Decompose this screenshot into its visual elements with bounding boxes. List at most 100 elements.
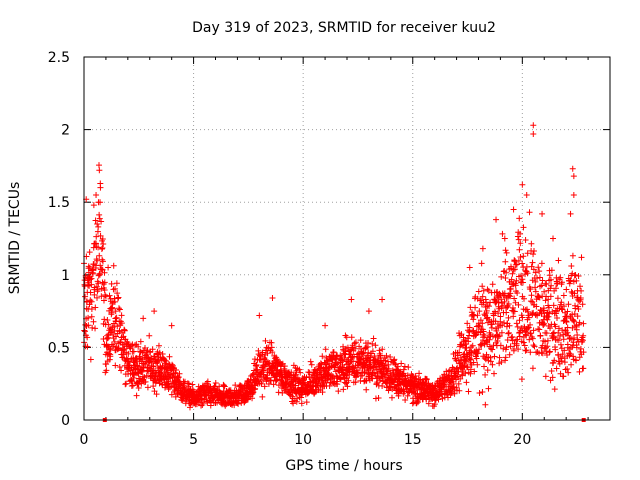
data-point (480, 328, 487, 335)
data-point (130, 348, 137, 355)
data-point (144, 384, 151, 391)
data-point (577, 283, 584, 290)
data-point (457, 375, 464, 382)
data-point (482, 401, 489, 408)
data-point (536, 326, 543, 333)
data-point (105, 321, 112, 328)
data-point (515, 346, 522, 353)
data-point (98, 246, 105, 253)
data-point (118, 367, 125, 374)
data-point (402, 396, 409, 403)
data-point (505, 314, 512, 321)
data-point (383, 352, 390, 359)
data-point (463, 358, 470, 365)
data-point (559, 351, 566, 358)
data-point (188, 399, 195, 406)
data-point (138, 380, 145, 387)
data-point (540, 321, 547, 328)
data-point (506, 351, 513, 358)
data-point (284, 376, 291, 383)
data-point (484, 286, 491, 293)
tick-labels: 0 5 10 15 20 0 0.5 1 1.5 2 2.5 (48, 50, 532, 448)
data-point (471, 368, 478, 375)
data-point (479, 283, 486, 290)
data-point (527, 321, 534, 328)
data-point (154, 358, 161, 365)
data-point (464, 363, 471, 370)
data-point (513, 320, 520, 327)
data-point (489, 321, 496, 328)
data-point (517, 230, 524, 237)
data-point (390, 357, 397, 364)
data-point (528, 292, 535, 299)
data-point (379, 296, 386, 303)
data-point (567, 210, 574, 217)
data-point (379, 370, 386, 377)
data-point (84, 334, 91, 341)
data-point (513, 261, 520, 268)
data-point (532, 284, 539, 291)
data-point (538, 349, 545, 356)
data-point (100, 241, 107, 248)
data-point (448, 388, 455, 395)
data-point (509, 304, 516, 311)
data-point (498, 300, 505, 307)
data-point (112, 285, 119, 292)
data-point (510, 206, 517, 213)
data-point (555, 257, 562, 264)
data-point (385, 365, 392, 372)
data-point (552, 323, 559, 330)
data-point (554, 280, 561, 287)
grid-lines (84, 57, 610, 420)
data-point (258, 380, 265, 387)
data-point (515, 236, 522, 243)
data-point (495, 333, 502, 340)
data-point (530, 130, 537, 137)
data-point (483, 307, 490, 314)
data-point (550, 235, 557, 242)
data-point (186, 404, 193, 411)
data-point (483, 337, 490, 344)
data-point (438, 391, 445, 398)
data-point (516, 246, 523, 253)
data-point (135, 343, 142, 350)
data-point (505, 330, 512, 337)
data-point (519, 260, 526, 267)
data-point (370, 335, 377, 342)
data-point (572, 272, 579, 279)
data-point (568, 361, 575, 368)
data-point (504, 336, 511, 343)
data-point (515, 301, 522, 308)
data-point (405, 364, 412, 371)
data-point (92, 304, 99, 311)
data-point (98, 218, 105, 225)
data-point (566, 280, 573, 287)
data-point (510, 266, 517, 273)
data-point (142, 378, 149, 385)
data-point (87, 276, 94, 283)
data-point (363, 377, 370, 384)
data-point (535, 325, 542, 332)
data-point (87, 289, 94, 296)
data-point (416, 370, 423, 377)
data-point (451, 383, 458, 390)
data-point (559, 279, 566, 286)
data-point (367, 354, 374, 361)
data-point (372, 395, 379, 402)
data-point (269, 295, 276, 302)
data-point (580, 349, 587, 356)
data-point (580, 332, 587, 339)
data-point (573, 326, 580, 333)
data-point (479, 293, 486, 300)
data-point (101, 279, 108, 286)
data-point (513, 342, 520, 349)
data-point (569, 324, 576, 331)
data-point (103, 361, 110, 368)
x-tick-label: 5 (189, 432, 198, 448)
data-point (566, 352, 573, 359)
data-point (99, 235, 106, 242)
data-point (550, 302, 557, 309)
data-point (545, 313, 552, 320)
data-point (448, 389, 455, 396)
data-point (267, 377, 274, 384)
